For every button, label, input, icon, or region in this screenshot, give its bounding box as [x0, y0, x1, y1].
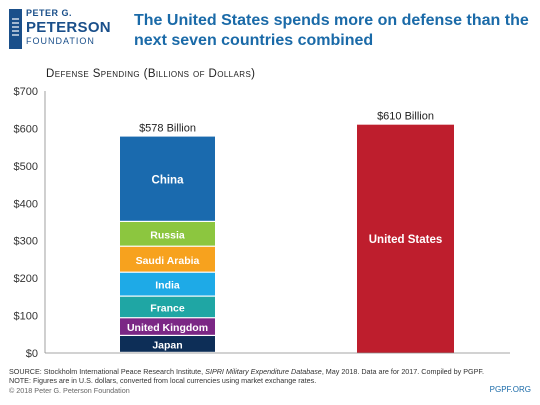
page-title: The United States spends more on defense… [134, 12, 529, 49]
y-tick-label: $0 [26, 348, 38, 360]
chart-title: Defense Spending (Billions of Dollars) [46, 68, 255, 80]
site-link[interactable]: PGPF.ORG [489, 384, 531, 394]
stacked-bar-segment [120, 272, 215, 296]
logo-line-3: FOUNDATION [26, 36, 95, 46]
segment-label: China [152, 174, 185, 186]
segment-label: India [155, 280, 180, 292]
source-note: SOURCE: Stockholm International Peace Re… [9, 367, 531, 376]
source-database: SIPRI Military Expenditure Database [205, 367, 322, 376]
segment-label: France [150, 303, 185, 315]
stacked-bar-segment [120, 318, 215, 335]
source-suffix: , May 2018. Data are for 2017. Compiled … [321, 367, 485, 376]
y-tick-label: $100 [14, 311, 38, 323]
footer: SOURCE: Stockholm International Peace Re… [9, 367, 531, 395]
segment-label: Russia [150, 229, 185, 241]
logo-text: PETER G. PETERSON FOUNDATION [26, 9, 111, 46]
us-total-label: $610 Billion [377, 111, 434, 123]
us-bar [357, 124, 454, 353]
y-tick-label: $400 [14, 198, 38, 210]
stacked-bar-segment [120, 222, 215, 246]
logo-line-1: PETER G. [26, 8, 73, 18]
segment-label: Saudi Arabia [136, 255, 200, 267]
stacked-total-label: $578 Billion [139, 123, 196, 135]
us-bar-label: United States [369, 234, 443, 246]
currency-note: NOTE: Figures are in U.S. dollars, conve… [9, 376, 317, 386]
y-tick-label: $200 [14, 273, 38, 285]
defense-spending-chart: Defense Spending (Billions of Dollars) $0… [14, 68, 510, 360]
y-tick-label: $500 [14, 161, 38, 173]
segment-label: Japan [152, 340, 182, 352]
y-tick-label: $600 [14, 123, 38, 135]
segment-label: United Kingdom [127, 322, 208, 334]
copyright: © 2018 Peter G. Peterson Foundation [9, 385, 130, 395]
y-tick-label: $700 [14, 86, 38, 98]
logo-line-2: PETERSON [26, 19, 111, 36]
source-prefix: SOURCE: Stockholm International Peace Re… [9, 367, 206, 376]
logo-mark [9, 9, 22, 49]
y-tick-label: $300 [14, 236, 38, 248]
flag-icon [12, 18, 19, 36]
stacked-bar-segment [120, 246, 215, 272]
stacked-bar-segment [120, 336, 215, 352]
stacked-bar-segment [120, 136, 215, 221]
stacked-bar-segment [120, 296, 215, 318]
